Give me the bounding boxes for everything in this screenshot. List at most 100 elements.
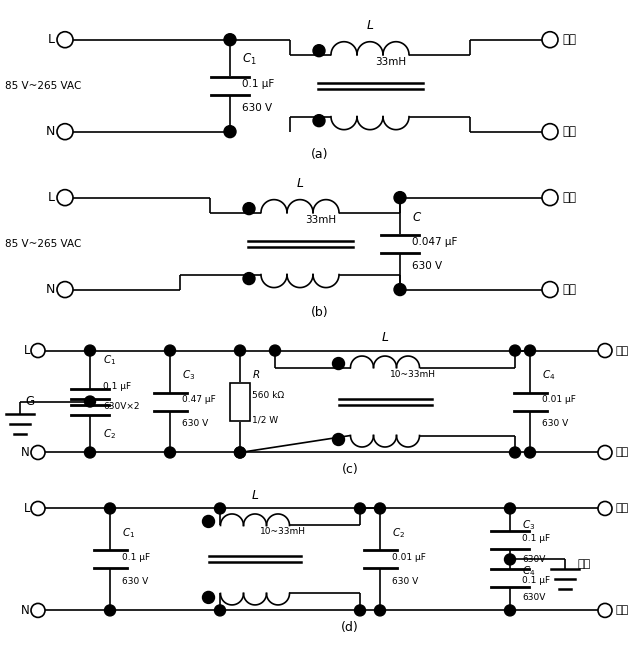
Text: $C_2$: $C_2$ [103,427,116,442]
Text: 33mH: 33mH [375,56,406,67]
Circle shape [84,396,95,407]
Text: 输出: 输出 [615,345,628,355]
Text: $R$: $R$ [252,368,260,380]
Text: 0.47 μF: 0.47 μF [182,395,216,404]
Text: 0.01 μF: 0.01 μF [542,395,576,404]
Circle shape [224,34,236,46]
Text: $L$: $L$ [251,489,259,502]
Circle shape [57,282,73,298]
Circle shape [313,45,325,56]
Text: 85 V~265 VAC: 85 V~265 VAC [5,239,81,249]
Circle shape [542,190,558,206]
Text: 630 V: 630 V [182,419,208,428]
Circle shape [598,446,612,460]
Text: 大地: 大地 [578,559,591,569]
Text: $C_4$: $C_4$ [542,369,556,382]
Text: $C_4$: $C_4$ [522,564,536,579]
Text: L: L [24,344,30,357]
Circle shape [104,503,115,514]
Text: (d): (d) [341,622,359,634]
Text: 1/2 W: 1/2 W [252,415,278,424]
Text: 630V: 630V [522,555,545,564]
Text: N: N [21,446,30,459]
Text: 630 V: 630 V [542,419,568,428]
Circle shape [214,605,225,616]
Circle shape [355,503,365,514]
Text: 0.01 μF: 0.01 μF [392,553,426,562]
Text: $C_2$: $C_2$ [392,527,405,540]
Text: 630 V: 630 V [242,103,272,113]
Circle shape [333,433,344,446]
Text: 630V: 630V [522,593,545,602]
Text: L: L [48,191,55,204]
Circle shape [355,605,365,616]
Text: $C_3$: $C_3$ [182,369,195,382]
Circle shape [243,273,255,284]
Circle shape [202,591,214,603]
Circle shape [31,603,45,618]
Text: 10~33mH: 10~33mH [390,370,436,378]
Circle shape [234,345,246,356]
Text: 输出: 输出 [615,503,628,513]
Text: 0.047 μF: 0.047 μF [412,237,458,247]
Text: (c): (c) [342,464,358,476]
Circle shape [164,345,175,356]
Text: 10~33mH: 10~33mH [260,528,306,536]
Circle shape [542,32,558,48]
Text: $L$: $L$ [366,19,374,32]
Circle shape [394,192,406,204]
Circle shape [374,605,385,616]
Text: 0.1 μF: 0.1 μF [122,553,150,562]
Circle shape [542,282,558,298]
Bar [230,382,250,421]
Text: 630 V: 630 V [412,261,442,271]
Text: L: L [24,502,30,515]
Text: 630V×2: 630V×2 [103,402,140,411]
Circle shape [104,605,115,616]
Text: $C_1$: $C_1$ [103,353,116,368]
Circle shape [84,345,95,356]
Circle shape [224,126,236,138]
Text: N: N [45,283,55,296]
Text: L: L [48,33,55,46]
Text: 85 V~265 VAC: 85 V~265 VAC [5,81,81,91]
Text: 33mH: 33mH [305,214,336,224]
Text: 630 V: 630 V [122,577,148,586]
Circle shape [509,345,520,356]
Text: 输出: 输出 [562,33,576,46]
Text: 0.1 μF: 0.1 μF [242,79,275,89]
Text: 输出: 输出 [562,283,576,296]
Text: $C_1$: $C_1$ [122,527,135,540]
Circle shape [202,515,214,528]
Circle shape [57,32,73,48]
Text: $C_3$: $C_3$ [522,519,535,532]
Circle shape [31,343,45,358]
Text: 560 kΩ: 560 kΩ [252,391,284,400]
Circle shape [234,447,246,458]
Circle shape [394,284,406,296]
Circle shape [31,501,45,515]
Text: 输出: 输出 [562,125,576,138]
Text: N: N [21,604,30,617]
Text: 0.1 μF: 0.1 μF [522,576,550,585]
Circle shape [598,501,612,515]
Text: (b): (b) [311,306,329,319]
Circle shape [31,446,45,460]
Circle shape [504,554,515,565]
Text: $L$: $L$ [381,331,389,344]
Circle shape [57,124,73,140]
Circle shape [313,115,325,126]
Text: 输出: 输出 [615,448,628,458]
Circle shape [525,345,536,356]
Circle shape [234,447,246,458]
Text: $C_1$: $C_1$ [242,52,257,67]
Circle shape [214,503,225,514]
Text: $L$: $L$ [296,177,304,190]
Circle shape [164,447,175,458]
Text: (a): (a) [311,148,329,161]
Circle shape [374,503,385,514]
Circle shape [57,190,73,206]
Text: 输出: 输出 [562,191,576,204]
Text: 0.1 μF: 0.1 μF [103,382,131,391]
Circle shape [525,447,536,458]
